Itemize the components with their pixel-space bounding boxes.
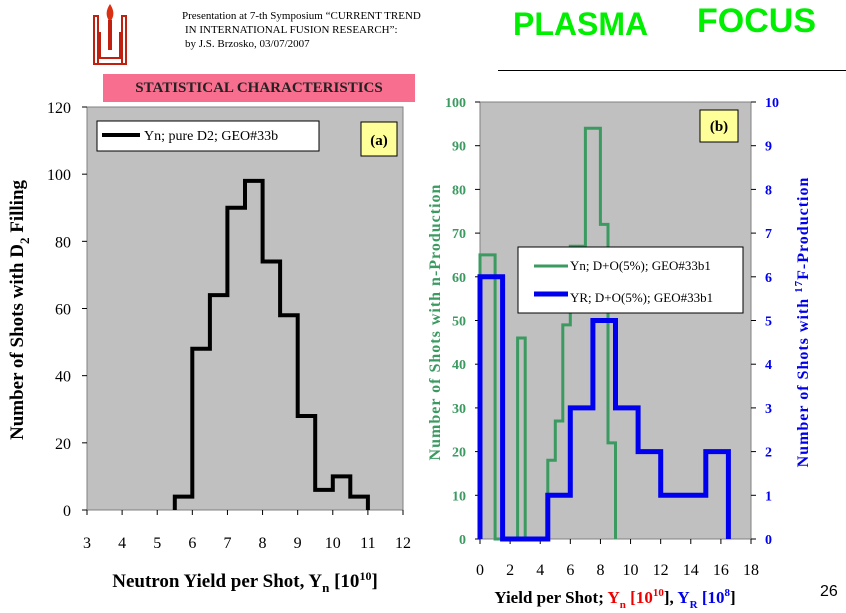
chart-b-series-yr-line (477, 274, 731, 542)
chart-b-panel-label-box (699, 109, 739, 143)
chart-a-panel-label: (a) (370, 133, 388, 149)
chart-b-xtick-label: 14 (683, 562, 699, 579)
header-line-1: Presentation at 7-th Symposium “CURRENT … (182, 10, 421, 22)
chart-a-ylabel: Number of Shots with D2 Filling (7, 179, 32, 440)
chart-b-ytick-left-label: 100 (445, 96, 466, 111)
chart-b-ytick-right-label: 5 (765, 315, 772, 330)
chart-a-ytick-label: 20 (55, 436, 71, 453)
chart-a-xtick-label: 11 (360, 535, 375, 552)
section-badge: STATISTICAL CHARACTERISTICS (103, 74, 415, 102)
chart-a-xtick-label: 6 (188, 535, 196, 552)
chart-b-legend (517, 246, 744, 314)
chart-a-xtick-label: 10 (325, 535, 341, 552)
chart-a-legend-label: Yn; pure D2; GEO#33b (144, 129, 278, 144)
chart-b-ytick-left-label: 40 (452, 358, 466, 373)
chart-b-xtick-label: 10 (623, 562, 639, 579)
chart-b-plot-area (479, 101, 752, 540)
chart-b-xtick-label: 8 (596, 562, 604, 579)
header-line-2: IN INTERNATIONAL FUSION RESEARCH”: (185, 24, 398, 36)
chart-b-xtick-label: 12 (653, 562, 669, 579)
chart-b-ylabel-right: Number of Shots with 17F-Production (793, 177, 812, 468)
chart-b-ytick-left-label: 60 (452, 271, 466, 286)
chart-b-legend-label-yr: YR; D+O(5%); GEO#33b1 (570, 290, 713, 305)
chart-b-ytick-right-label: 2 (765, 446, 772, 461)
chart-b-panel-label: (b) (710, 119, 728, 135)
chart-b-ytick-left-label: 70 (452, 227, 466, 242)
chart-b-ytick-right-label: 8 (765, 183, 772, 198)
chart-b-xtick-label: 18 (743, 562, 759, 579)
chart-b-ytick-right-label: 10 (765, 96, 779, 111)
chart-b-xtick-label: 6 (566, 562, 574, 579)
chart-b-xtick-label: 16 (713, 562, 729, 579)
title-plasma: PLASMA (513, 6, 649, 42)
chart-b-ytick-left-label: 0 (459, 533, 466, 548)
chart-b-ylabel-left: Number of Shots with n-Production (427, 184, 444, 461)
chart-a-xtick-label: 8 (259, 535, 267, 552)
header-line-3: by J.S. Brzosko, 03/07/2007 (185, 38, 310, 50)
chart-b-ytick-right-label: 3 (765, 402, 772, 417)
header-rule (498, 70, 846, 71)
chart-a-ytick-label: 0 (63, 503, 71, 520)
chart-b-ytick-left-label: 20 (452, 446, 466, 461)
chart-b-xlabel: Yield per Shot; Yn [1010], YR [108] (494, 587, 735, 611)
chart-a-ytick-label: 100 (47, 167, 71, 184)
institute-logo-icon (88, 2, 132, 66)
chart-a-xlabel: Neutron Yield per Shot, Yn [1010] (112, 569, 378, 595)
chart-b-xtick-label: 4 (536, 562, 544, 579)
chart-b-ytick-left-label: 10 (452, 489, 466, 504)
chart-a-xtick-label: 9 (294, 535, 302, 552)
chart-b-ytick-right-label: 7 (765, 227, 772, 242)
chart-a-xtick-label: 4 (118, 535, 126, 552)
chart-a-series-line (172, 178, 370, 510)
chart-a-ytick-label: 80 (55, 234, 71, 251)
chart-b-ytick-left-label: 50 (452, 315, 466, 330)
chart-b-legend-label-yn: Yn; D+O(5%); GEO#33b1 (570, 258, 711, 273)
chart-b-xtick-label: 0 (476, 562, 484, 579)
chart-b-ytick-right-label: 1 (765, 489, 772, 504)
chart-a-xtick-label: 3 (83, 535, 91, 552)
chart-a-xtick-label: 7 (223, 535, 231, 552)
chart-b-ytick-right-label: 6 (765, 271, 772, 286)
chart-a-ytick-label: 120 (47, 100, 71, 117)
chart-a-legend (96, 120, 320, 152)
chart-a-xtick-label: 12 (395, 535, 411, 552)
chart-a-xtick-label: 5 (153, 535, 161, 552)
chart-b-ytick-left-label: 90 (452, 140, 466, 155)
chart-a-ytick-label: 40 (55, 369, 71, 386)
page-number: 26 (820, 583, 838, 600)
chart-a-ytick-label: 60 (55, 302, 71, 319)
chart-b-ytick-left-label: 30 (452, 402, 466, 417)
chart-a-plot-area (86, 106, 404, 511)
chart-b-ytick-right-label: 4 (765, 358, 772, 373)
title-focus: FOCUS (697, 2, 816, 40)
chart-b-series-yn-line (478, 126, 617, 541)
chart-b-ytick-right-label: 9 (765, 140, 772, 155)
chart-b-xtick-label: 2 (506, 562, 514, 579)
chart-b-ytick-right-label: 0 (765, 533, 772, 548)
chart-b-ytick-left-label: 80 (452, 183, 466, 198)
chart-a-panel-label-box (360, 121, 398, 157)
